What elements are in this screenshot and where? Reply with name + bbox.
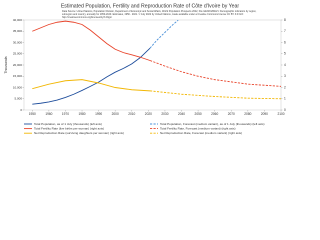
x-tick-label: 1970 — [62, 112, 69, 116]
series-line — [32, 20, 151, 61]
chart-title: Estimated Population, Fertility and Repr… — [61, 3, 240, 9]
y2-tick-label: 4 — [284, 63, 286, 67]
legend-label: Net Reproduction Rate (surviving daughte… — [34, 131, 124, 135]
series-line — [149, 19, 179, 49]
chart: Estimated Population, Fertility and Repr… — [4, 3, 286, 135]
y-tick-label: 25,000 — [13, 52, 23, 56]
x-tick-label: 2010 — [128, 112, 135, 116]
page: Estimated Population, Fertility and Repr… — [4, 3, 286, 135]
legend-label: Total Fertility Rate, Forecast (medium v… — [160, 126, 236, 130]
chart-subtitle: Data Source: United Nations, Population … — [62, 10, 257, 19]
legend-label: Net Reproduction Rate, Forecast (medium … — [160, 131, 242, 135]
series-line — [32, 47, 151, 105]
y2-tick-label: 8 — [284, 18, 286, 22]
y-tick-label: 5,000 — [14, 97, 22, 101]
x-tick-label: 2040 — [178, 112, 185, 116]
y2-tick-label: 7 — [284, 29, 286, 33]
x-tick-label: 1960 — [45, 112, 52, 116]
x-tick-label: 2050 — [195, 112, 202, 116]
x-tick-label: 1950 — [29, 112, 36, 116]
plot-area — [23, 19, 282, 111]
y-tick-label: 20,000 — [13, 63, 23, 67]
y2-tick-label: 6 — [284, 40, 286, 44]
series-line — [149, 60, 282, 87]
y2-tick-label: 2 — [284, 85, 286, 89]
legend-label: Total Fertility Rate (live births per wo… — [34, 126, 104, 130]
x-tick-label: 2060 — [211, 112, 218, 116]
x-tick-label: 1990 — [95, 112, 102, 116]
x-tick-label: 2090 — [261, 112, 268, 116]
x-tick-label: 2020 — [145, 112, 152, 116]
legend-label: Total Population, as of 1 July (thousand… — [34, 122, 102, 126]
y-tick-label: 15,000 — [13, 74, 23, 78]
x-tick-label: 2070 — [228, 112, 235, 116]
series-line — [149, 90, 282, 100]
x-tick-label: 2080 — [244, 112, 251, 116]
y-tick-label: 0 — [20, 108, 22, 112]
y2-tick-label: 5 — [284, 52, 286, 56]
y2-tick-label: 1 — [284, 97, 286, 101]
y-tick-label: 10,000 — [13, 85, 23, 89]
y-tick-label: 30,000 — [13, 40, 23, 44]
y-tick-label: 40,000 — [13, 18, 23, 22]
y-axis-label: Thousands — [4, 56, 8, 74]
x-tick-label: 2030 — [161, 112, 168, 116]
x-tick-label: 1980 — [78, 112, 85, 116]
y2-tick-label: 3 — [284, 74, 286, 78]
legend-label: Total Population, Forecast (medium varia… — [160, 122, 265, 126]
y-tick-label: 35,000 — [13, 29, 23, 33]
series-line — [32, 79, 151, 92]
x-tick-label: 2100 — [277, 112, 284, 116]
y2-tick-label: 0 — [284, 108, 286, 112]
x-tick-label: 2000 — [112, 112, 119, 116]
